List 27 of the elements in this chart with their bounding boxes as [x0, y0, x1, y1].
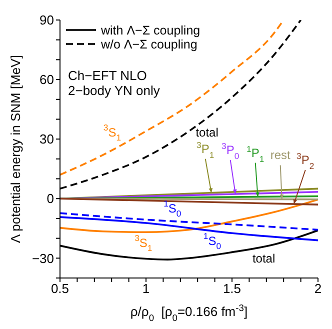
annotation: 2−body YN only	[68, 83, 160, 98]
line-series	[60, 198, 318, 234]
annotation: Ch−EFT NLO	[68, 68, 147, 83]
y-tick-label: 30	[40, 132, 54, 147]
annotation: $^{1}$P$_{1}$	[246, 144, 264, 164]
y-tick-label: 60	[40, 72, 54, 88]
annotation: $^{3}$P$_{0}$	[222, 141, 240, 162]
y-tick-label: 0	[46, 191, 54, 206]
y-tick-label: 90	[40, 12, 54, 28]
legend-label: w/o Λ−Σ coupling	[100, 38, 198, 52]
annotation: total	[196, 126, 218, 140]
annotation: rest	[270, 148, 292, 162]
x-axis-title: ρ/ρ$_{0}$ [ρ$_{0}$=0.166 fm$^{-3}$]	[130, 303, 248, 323]
y-tick-label: −30	[32, 250, 54, 266]
annotation: $^{1}$S$_{0}$	[164, 198, 182, 219]
annotation: total	[252, 252, 276, 266]
legend-label: with Λ−Σ coupling	[100, 24, 200, 38]
x-tick-label: 0.5	[50, 281, 70, 296]
annotation: $^{1}$S$_{0}$	[203, 231, 222, 252]
y-axis-title: Λ potential energy in SNM [MeV]	[8, 55, 23, 243]
annotation: $^{3}$P$_{1}$	[196, 140, 214, 160]
annotation: $^{3}$P$_{2}$	[296, 150, 314, 171]
x-tick-label: 1	[142, 281, 150, 296]
annotation: $^{3}$S$_{1}$	[103, 122, 122, 143]
annotation: $^{3}$S$_{1}$	[134, 233, 152, 254]
x-tick-label: 1.5	[222, 281, 242, 296]
x-tick-label: 2	[314, 281, 322, 296]
